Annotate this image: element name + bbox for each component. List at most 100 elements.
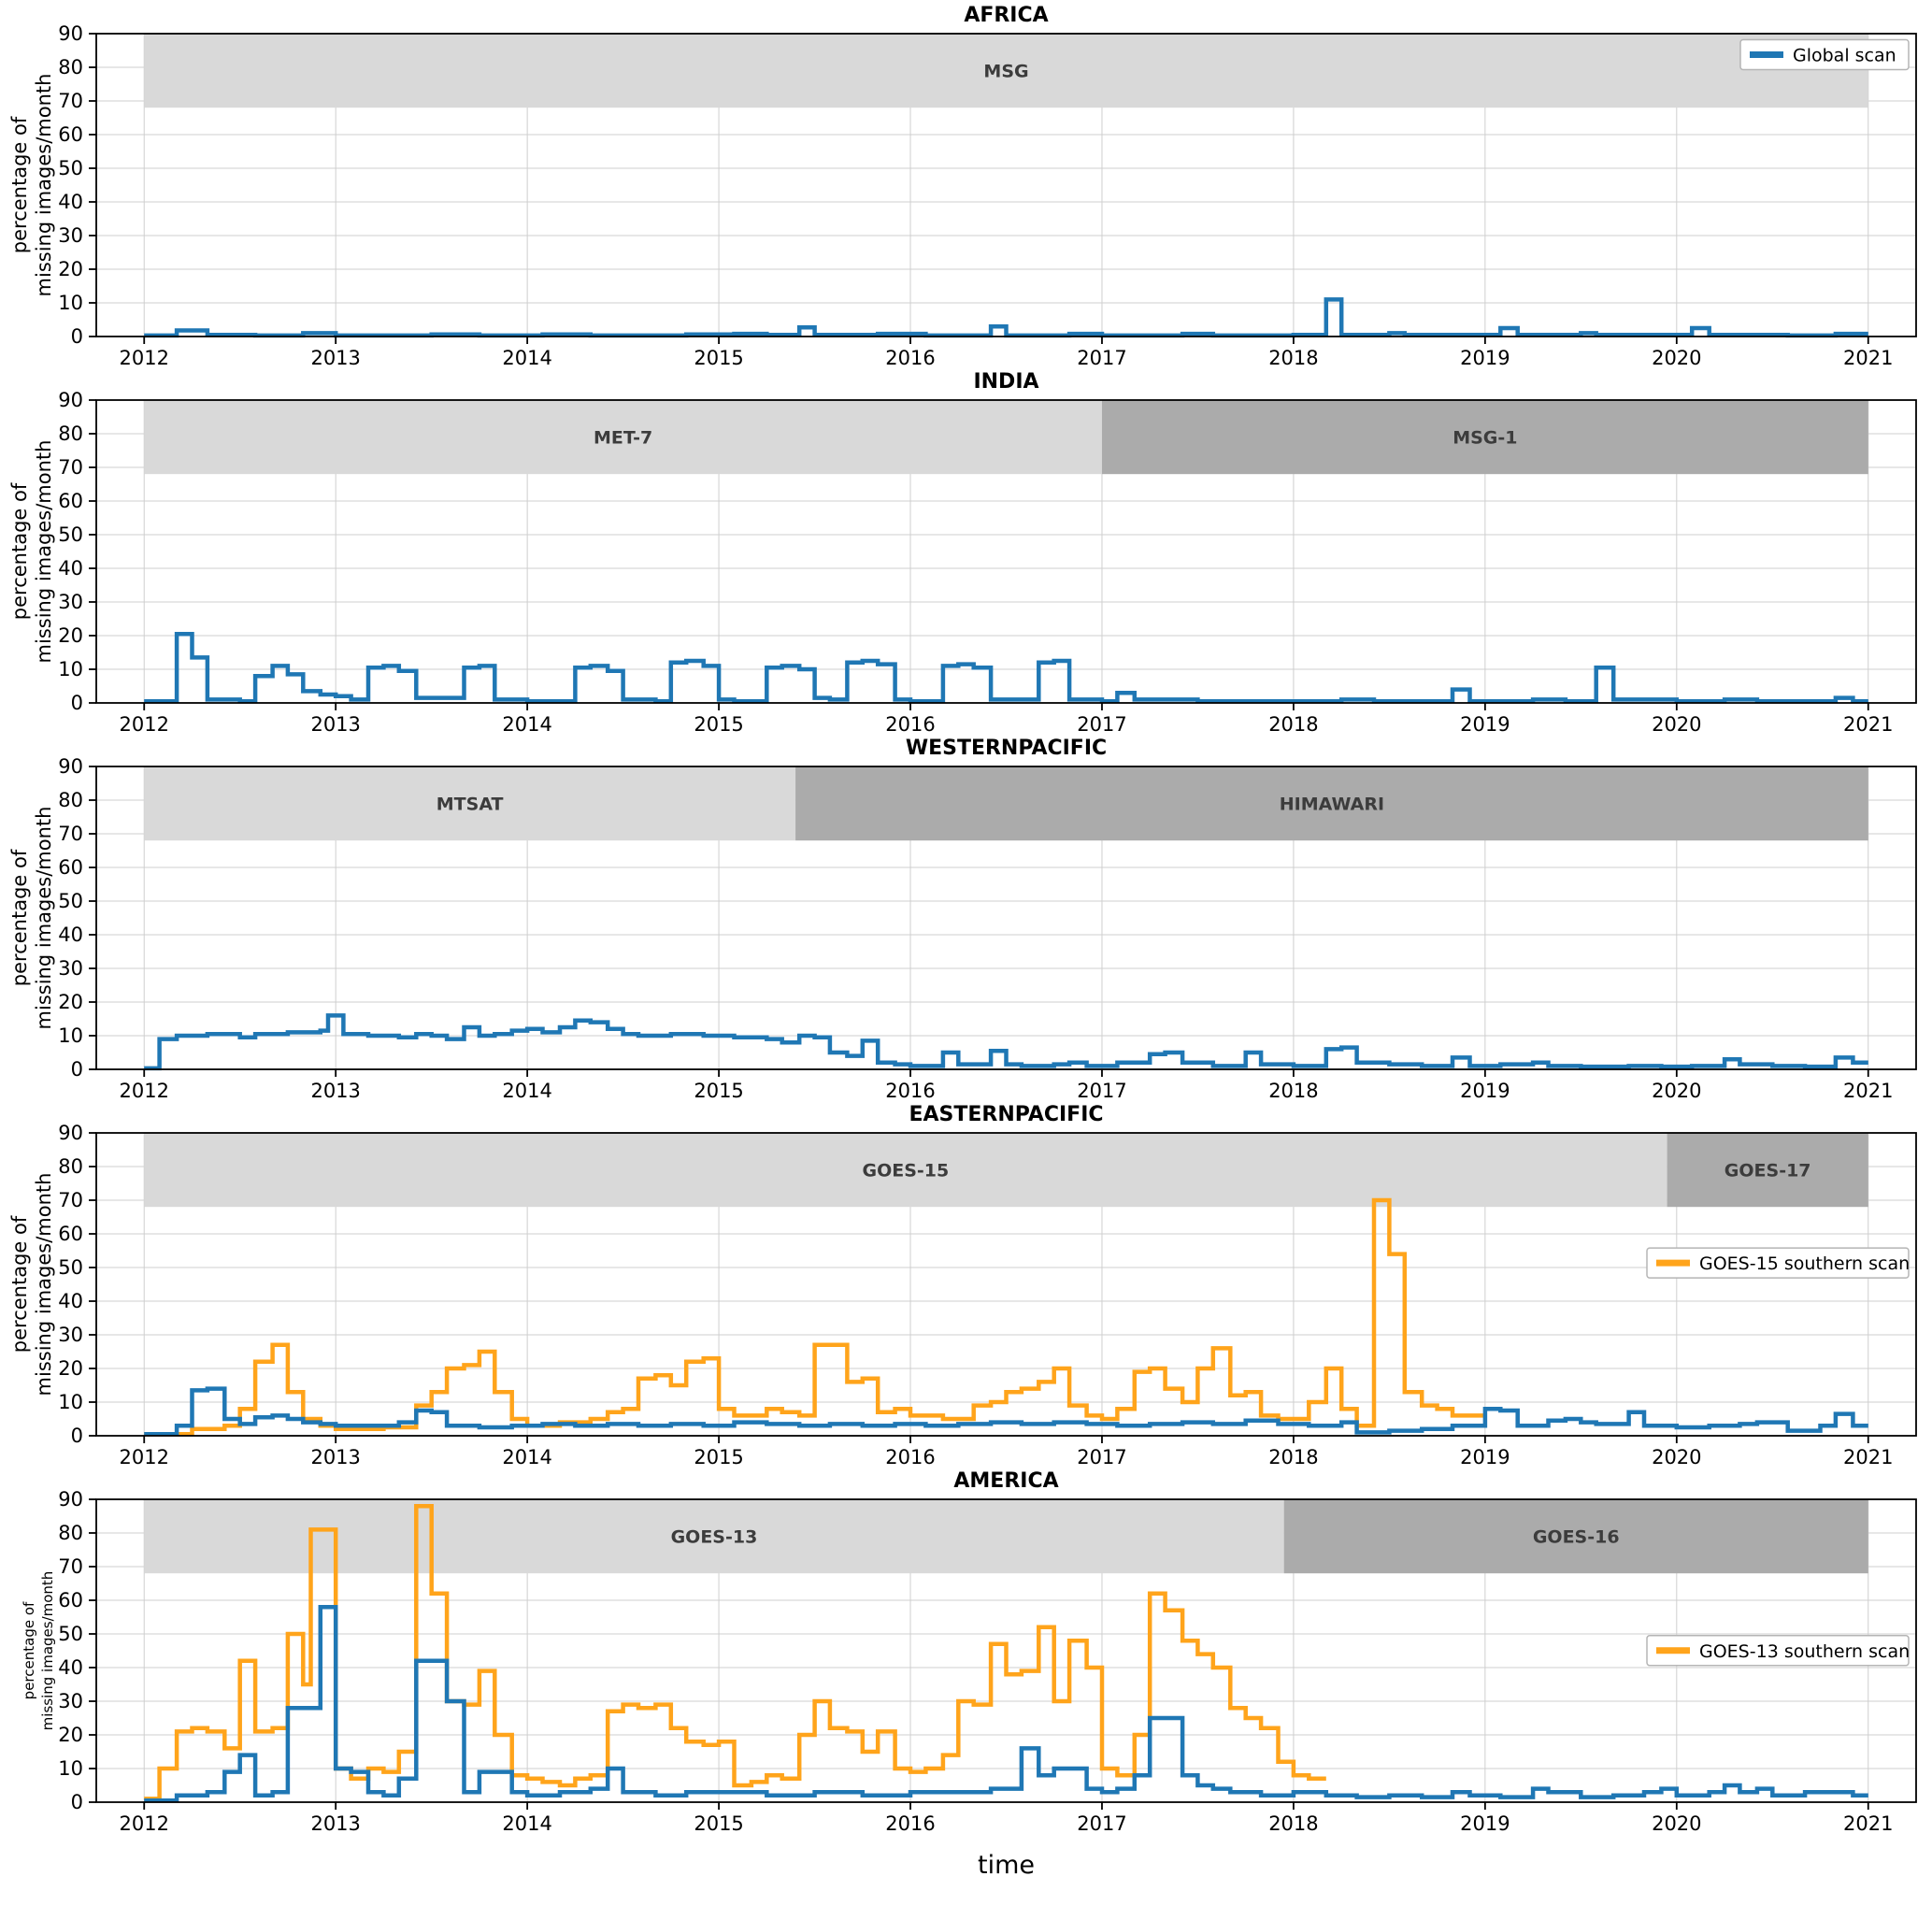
y-tick-label: 60 [58,1589,83,1611]
y-tick-label: 30 [58,957,83,980]
x-axis-label: time [978,1851,1035,1880]
y-tick-label: 80 [58,423,83,445]
y-tick-label: 70 [58,1555,83,1578]
legend-label: GOES-13 southern scan [1699,1641,1910,1662]
x-tick-label: 2013 [310,713,360,735]
plot-frame [95,1132,1917,1437]
satellite-band [795,766,1868,841]
x-tick-label: 2020 [1652,347,1701,368]
x-tick-label: 2020 [1652,1080,1701,1101]
y-axis-label: missing images/month [33,440,55,664]
x-tick-label: 2021 [1843,713,1893,735]
y-tick-label: 20 [58,1357,83,1380]
x-tick-label: 2021 [1843,1080,1893,1101]
plot-frame [95,1498,1917,1803]
y-tick-label: 20 [58,258,83,280]
x-tick-label: 2020 [1652,713,1701,735]
series-global-scan [144,1604,1868,1803]
satellite-band [144,400,1102,475]
series-global-scan [144,1013,1868,1071]
y-tick-label: 30 [58,591,83,613]
x-tick-label: 2014 [502,713,551,735]
y-tick-label: 50 [58,523,83,546]
satellite-band [1283,1499,1868,1574]
x-tick-label: 2018 [1268,1446,1318,1468]
x-tick-label: 2012 [120,1446,169,1468]
y-tick-label: 30 [58,1324,83,1346]
y-tick-label: 90 [58,755,83,778]
x-tick-label: 2015 [694,1080,743,1101]
y-tick-label: 40 [58,924,83,946]
y-tick-label: 70 [58,90,83,112]
x-tick-label: 2019 [1460,713,1510,735]
legend-box [1646,1247,1910,1279]
x-tick-label: 2016 [885,1080,935,1101]
y-tick-label: 10 [58,1391,83,1413]
y-tick-label: 20 [58,1724,83,1746]
panel-easternpacific: EASTERNPACIFIC GOES-15 GOES-17 2012 2013 2014… [0,1101,1932,1468]
x-tick-label: 2016 [885,347,935,368]
series-global-scan [144,631,1868,704]
y-tick-label: 90 [58,1122,83,1144]
y-tick-label: 70 [58,456,83,479]
satellite-band [144,766,796,841]
y-tick-label: 40 [58,557,83,580]
x-tick-label: 2018 [1268,713,1318,735]
y-tick-label: 70 [58,1189,83,1211]
panel-title: AFRICA [964,4,1048,27]
band-label: GOES-16 [1533,1527,1620,1548]
legend-label: GOES-15 southern scan [1699,1253,1910,1274]
y-tick-label: 10 [58,658,83,680]
x-tick-label: 2013 [310,1446,360,1468]
y-tick-label: 20 [58,991,83,1013]
series-goes-15-southern-scan [144,1197,1485,1437]
y-tick-label: 60 [58,856,83,879]
satellite-band [144,34,1868,108]
satellite-band [1101,400,1868,475]
x-tick-label: 2018 [1268,1812,1318,1835]
y-tick-label: 50 [58,1623,83,1645]
x-tick-label: 2017 [1077,713,1126,735]
y-tick-label: 0 [71,692,83,714]
x-tick-label: 2014 [502,1446,551,1468]
x-tick-label: 2016 [885,1446,935,1468]
x-tick-label: 2017 [1077,1080,1126,1101]
band-label: MSG-1 [1453,428,1517,449]
x-tick-label: 2012 [120,347,169,368]
x-tick-label: 2019 [1460,1812,1510,1835]
y-tick-label: 60 [58,1223,83,1245]
y-tick-label: 40 [58,1656,83,1679]
y-tick-label: 60 [58,490,83,512]
x-tick-label: 2019 [1460,1446,1510,1468]
x-tick-label: 2017 [1077,347,1126,368]
x-tick-label: 2019 [1460,347,1510,368]
y-tick-label: 0 [71,1425,83,1447]
x-tick-label: 2017 [1077,1446,1126,1468]
y-tick-label: 30 [58,224,83,247]
panel-title: AMERICA [953,1469,1058,1493]
x-tick-label: 2014 [502,1080,551,1101]
y-tick-label: 60 [58,123,83,146]
y-tick-label: 30 [58,1690,83,1712]
plot-frame [95,766,1917,1070]
plot-frame [95,399,1917,704]
y-axis-label: missing images/month [33,74,55,297]
series-global-scan [144,297,1868,338]
x-tick-label: 2018 [1268,347,1318,368]
x-tick-label: 2012 [120,713,169,735]
x-tick-label: 2016 [885,713,935,735]
y-axis-label: percentage of [8,849,31,986]
y-axis-label: missing images/month [33,1173,55,1397]
x-tick-label: 2013 [310,347,360,368]
x-tick-label: 2015 [694,1446,743,1468]
y-tick-label: 10 [58,1024,83,1047]
y-axis-label: percentage of [8,482,31,620]
band-label: MSG [983,62,1028,82]
legend-box [1739,38,1910,71]
band-label: GOES-17 [1724,1161,1811,1182]
x-tick-label: 2021 [1843,347,1893,368]
y-tick-label: 0 [71,1058,83,1081]
y-tick-label: 40 [58,1290,83,1312]
